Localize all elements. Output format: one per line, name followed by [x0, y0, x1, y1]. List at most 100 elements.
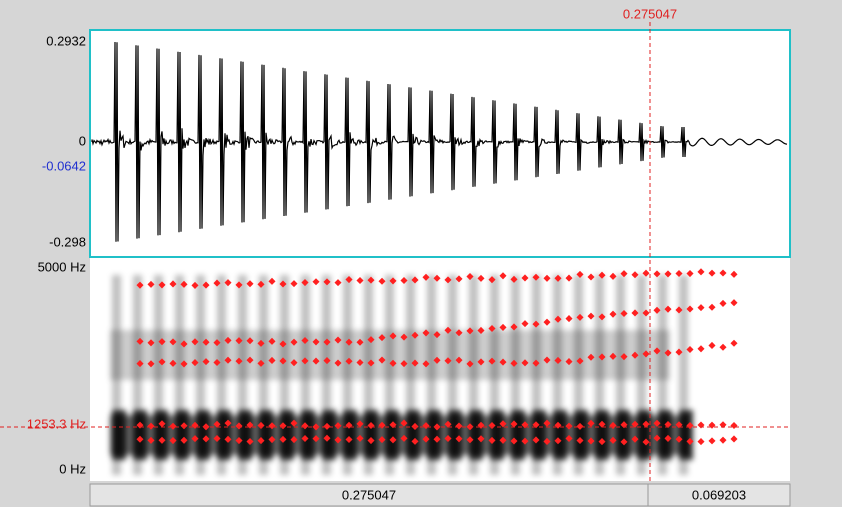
formant-dot	[411, 422, 419, 430]
formant-dot	[653, 347, 661, 355]
formant-dot	[301, 434, 309, 443]
formant-dot	[587, 273, 595, 281]
formant-dot	[565, 274, 573, 282]
formant-dot	[620, 353, 628, 361]
formant-dot	[609, 310, 617, 318]
formant-dot	[334, 336, 342, 344]
formant-dot	[565, 315, 573, 323]
formant-dot	[444, 434, 452, 443]
formant-dot	[191, 435, 199, 443]
formant-dot	[169, 338, 177, 346]
formant-dot	[158, 436, 166, 444]
formant-dot	[378, 334, 386, 342]
formant-dot	[191, 281, 199, 289]
formant-dot	[455, 275, 463, 283]
formant-dot	[499, 358, 507, 366]
formant-dot	[147, 436, 155, 444]
formant-dot	[532, 273, 540, 281]
formant-dot	[697, 268, 705, 276]
formant-dot	[378, 436, 386, 444]
formant-dot	[246, 280, 254, 288]
formant-dot	[323, 278, 331, 286]
formant-dot	[598, 313, 606, 321]
formant-dot	[576, 422, 584, 430]
waveform	[91, 41, 788, 242]
formant-dot	[400, 419, 408, 427]
formant-dot	[719, 343, 727, 351]
formant-dot	[554, 315, 562, 323]
formant-dot	[521, 437, 529, 445]
formant-dot	[422, 360, 430, 368]
formant-dot	[565, 422, 573, 430]
formant-dot	[576, 270, 584, 278]
formant-dot	[268, 356, 276, 364]
formant-dot	[279, 280, 287, 288]
formant-dot	[411, 437, 419, 445]
formant-dot	[301, 422, 309, 430]
formant-dot	[543, 356, 551, 364]
formant-dot	[323, 357, 331, 365]
spec-cursor: 1253.3 Hz	[27, 416, 86, 431]
formant-dot	[565, 358, 573, 366]
formant-dot	[257, 437, 265, 445]
formant-dot	[730, 435, 738, 443]
formant-dot	[675, 421, 683, 429]
formant-dot	[158, 338, 166, 346]
formant-dot	[235, 422, 243, 430]
formant-dot	[609, 436, 617, 444]
formant-dot	[477, 326, 485, 334]
formant-dot	[521, 359, 529, 367]
formant-dot	[466, 327, 474, 335]
formant-dot	[147, 360, 155, 368]
formant-dot	[147, 422, 155, 430]
formant-dot	[708, 437, 716, 445]
time-segment-right[interactable]	[647, 483, 791, 507]
formant-dot	[411, 331, 419, 339]
pitch-striation	[679, 275, 688, 475]
spec-min: 0 Hz	[59, 461, 86, 476]
formant-dot	[664, 420, 672, 429]
formant-dot	[257, 339, 265, 347]
formant-dot	[378, 356, 386, 364]
formant-dot	[631, 271, 639, 279]
formant-dot	[323, 422, 331, 430]
wave-zero: 0	[79, 133, 86, 148]
formant-dot	[268, 436, 276, 444]
formant-dot	[433, 274, 441, 282]
formant-dot	[389, 436, 397, 444]
formant-dot	[543, 437, 551, 446]
formant-dot	[620, 438, 628, 446]
formant-dot	[631, 351, 639, 359]
formant-dot	[576, 436, 584, 445]
formant-dot	[367, 437, 375, 445]
formant-dot	[202, 358, 210, 366]
formant-dot	[433, 356, 441, 364]
formant-dot	[213, 434, 221, 443]
formant-dot	[224, 336, 232, 344]
formant-dot	[202, 435, 210, 443]
formant-dot	[587, 419, 595, 427]
formant-dot	[620, 309, 628, 318]
formant-dot	[235, 437, 243, 445]
formant-dot	[510, 275, 518, 283]
formant-dot	[455, 435, 463, 443]
formant-dot	[290, 280, 298, 288]
formant-dot	[653, 419, 661, 427]
wave-cursor-value: -0.0642	[42, 158, 86, 173]
formant-dot	[279, 435, 287, 443]
formant-dot	[345, 357, 353, 365]
formant-dot	[235, 281, 243, 289]
formant-dot	[257, 359, 265, 367]
spectrogram-image	[110, 275, 693, 475]
formant-dot	[301, 336, 309, 345]
formant-dot	[433, 435, 441, 443]
formant-dot	[323, 338, 331, 346]
formant-dot	[136, 435, 144, 443]
formant-dot	[169, 437, 177, 445]
formant-dot	[642, 420, 650, 428]
formant-dot	[598, 420, 606, 428]
formant-dot	[301, 279, 309, 287]
formant-dot	[455, 422, 463, 430]
formant-dot	[609, 272, 617, 280]
